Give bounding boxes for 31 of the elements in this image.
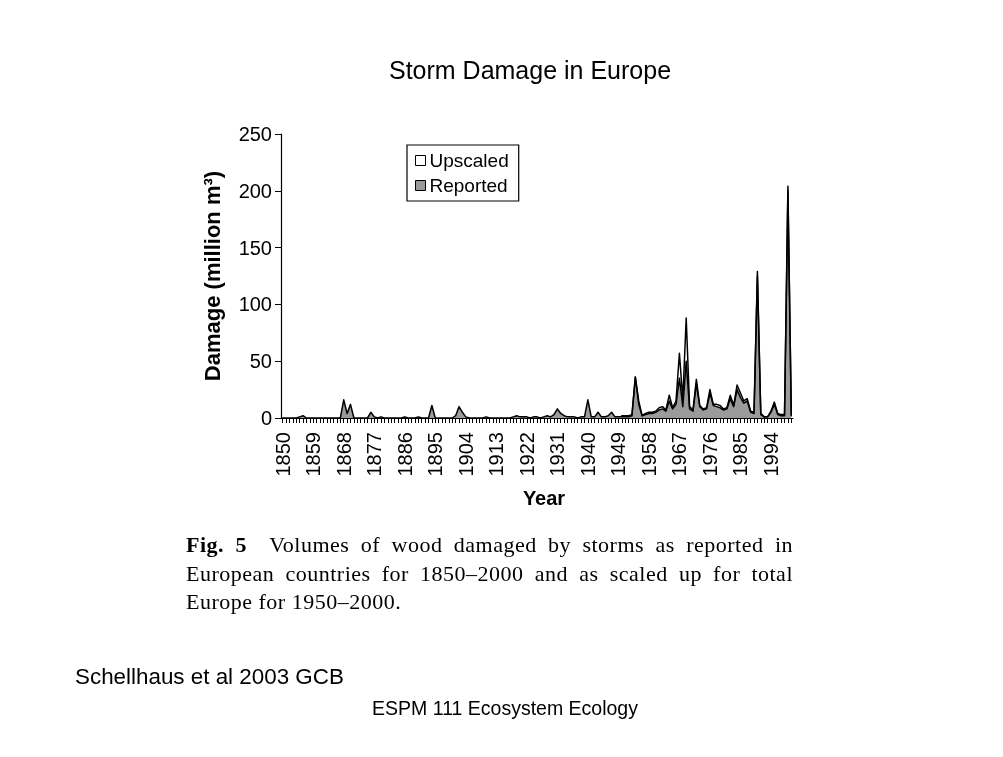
x-tick-label: 1922 [515, 432, 538, 477]
y-tick-label: 150 [238, 236, 272, 259]
x-tick-label: 1859 [302, 432, 325, 477]
x-tick-label: 1895 [424, 432, 447, 477]
x-tick-label: 1940 [576, 432, 599, 477]
x-tick-label: 1994 [759, 432, 782, 477]
x-tick-label: 1913 [485, 432, 508, 477]
y-tick-label: 0 [260, 407, 272, 429]
x-tick-label: 1976 [698, 432, 721, 477]
x-tick-label: 1904 [454, 432, 477, 477]
text: Schellhaus et al 2003 GCB [75, 664, 344, 690]
x-tick-label: 1868 [332, 432, 355, 477]
y-tick-label: 250 [238, 123, 272, 145]
chart-title: Storm Damage in Europe [387, 55, 673, 85]
x-tick-label: 1931 [546, 432, 569, 477]
caption: Fig. 5 Volumes of wood damaged by storms as reported in European countries for 1850–2000 and as scaled up for total Europe for 1950–2000. [186, 532, 794, 614]
x-tick-label: 1886 [393, 432, 416, 477]
y-axis-title: Damage (million m³) [199, 170, 225, 382]
x-tick-label: 1985 [729, 432, 752, 477]
x-axis-title: Year [522, 487, 566, 509]
legend-label: Upscaled [429, 150, 509, 171]
x-tick-label: 1877 [363, 432, 386, 477]
x-tick-label: 1967 [668, 432, 691, 477]
y-tick-label: 100 [238, 293, 272, 316]
x-tick-label: 1958 [637, 432, 660, 477]
x-tick-label: 1850 [271, 432, 294, 477]
y-tick-label: 50 [249, 350, 272, 373]
y-tick-label: 200 [238, 179, 272, 202]
legend-label: Reported [429, 175, 508, 196]
text: ESPM 111 Ecosystem Ecology [371, 696, 639, 720]
x-tick-label: 1949 [607, 432, 630, 477]
